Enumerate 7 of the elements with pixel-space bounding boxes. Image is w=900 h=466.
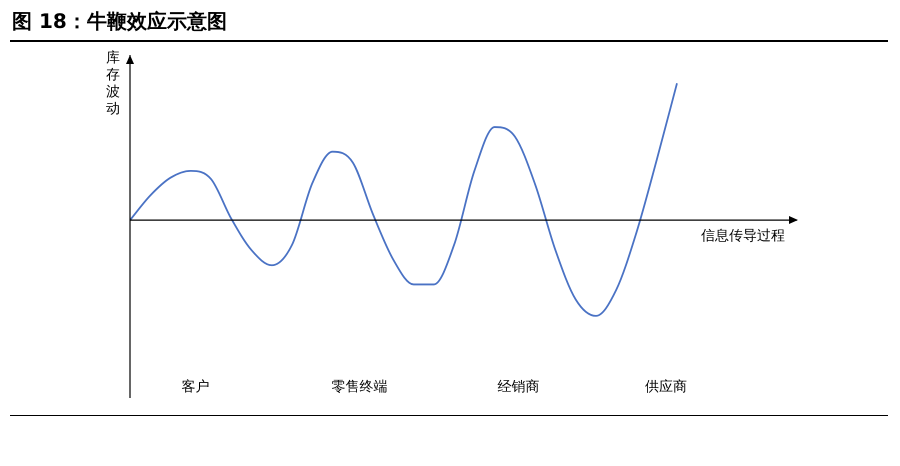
- text: 零售终端: [332, 378, 388, 396]
- y-axis-title: 库存波动: [105, 50, 121, 118]
- text: 经销商: [497, 378, 540, 396]
- chart-title: 图 18：牛鞭效应示意图: [12, 8, 227, 35]
- text: 客户: [182, 378, 210, 396]
- text: 供应商: [645, 378, 688, 396]
- x-axis-title: 信息传导过程: [701, 227, 785, 246]
